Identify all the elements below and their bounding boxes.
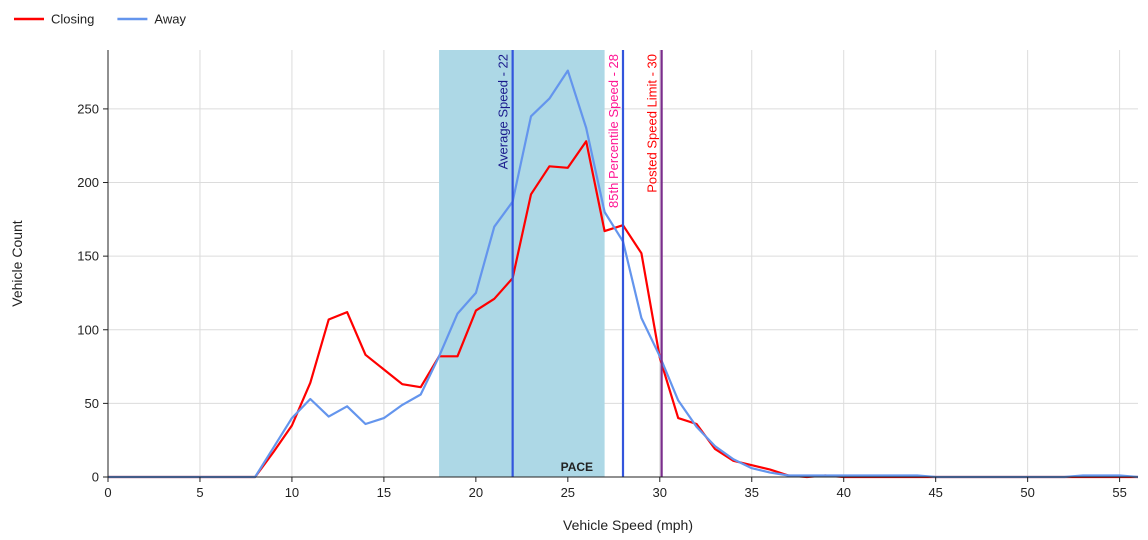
marker-label: Posted Speed Limit - 30: [645, 54, 660, 193]
x-tick-label: 5: [196, 485, 203, 500]
tick-labels: 0 5 10 15 20 25 30 35 40 45 50 55 0 50 100 150 200 250: [77, 101, 1127, 500]
x-tick-label: 35: [745, 485, 759, 500]
marker-layer: Average Speed - 22 85th Percentile Speed …: [496, 50, 663, 477]
y-tick-label: 0: [92, 470, 99, 485]
x-tick-label: 55: [1112, 485, 1126, 500]
legend: Closing Away: [14, 12, 186, 27]
legend-entry: Away: [154, 12, 186, 27]
axes: [103, 50, 1138, 482]
x-tick-label: 25: [561, 485, 575, 500]
marker-label: Average Speed - 22: [496, 54, 511, 169]
x-tick-label: 30: [653, 485, 667, 500]
y-axis-title: Vehicle Count: [9, 220, 25, 307]
pace-band: [439, 50, 605, 477]
x-tick-label: 15: [377, 485, 391, 500]
x-tick-label: 50: [1020, 485, 1034, 500]
x-tick-label: 45: [928, 485, 942, 500]
y-tick-label: 50: [85, 396, 99, 411]
y-tick-label: 250: [77, 101, 99, 116]
legend-entry: Closing: [51, 12, 94, 27]
pace-label: PACE: [561, 460, 593, 474]
x-tick-label: 40: [836, 485, 850, 500]
y-tick-label: 200: [77, 175, 99, 190]
x-axis-title: Vehicle Speed (mph): [563, 517, 693, 533]
y-tick-label: 150: [77, 249, 99, 264]
y-tick-label: 100: [77, 322, 99, 337]
x-tick-label: 10: [285, 485, 299, 500]
x-tick-label: 20: [469, 485, 483, 500]
marker-label: 85th Percentile Speed - 28: [606, 54, 621, 208]
x-tick-label: 0: [104, 485, 111, 500]
